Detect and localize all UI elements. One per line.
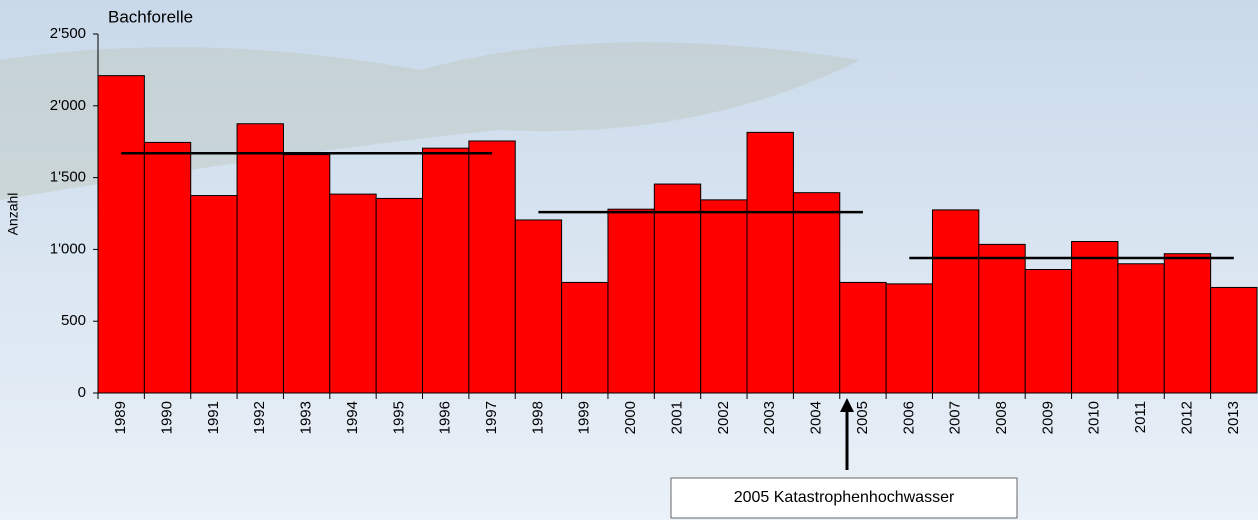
x-tick-label: 2009 (1039, 401, 1056, 434)
x-tick-label: 1998 (529, 401, 546, 434)
bar (1211, 287, 1257, 393)
y-tick-label: 2'000 (50, 97, 86, 114)
bar (515, 220, 561, 393)
x-tick-label: 1991 (205, 401, 222, 434)
x-tick-label: 1995 (390, 401, 407, 434)
x-tick-label: 1996 (437, 401, 454, 434)
bar (1025, 270, 1071, 393)
bar (283, 155, 329, 393)
x-tick-label: 2012 (1178, 401, 1195, 434)
bar (330, 194, 376, 393)
bar (1164, 254, 1210, 393)
x-tick-label: 1997 (483, 401, 500, 434)
bar (701, 200, 747, 393)
y-tick-label: 1'000 (50, 240, 86, 257)
x-tick-label: 1993 (298, 401, 315, 434)
x-tick-label: 2010 (1086, 401, 1103, 434)
x-tick-label: 1994 (344, 401, 361, 434)
x-tick-label: 2005 (854, 401, 871, 434)
y-tick-label: 500 (61, 312, 86, 329)
bar (654, 184, 700, 393)
bar (469, 141, 515, 393)
x-tick-label: 2001 (668, 401, 685, 434)
bar (979, 244, 1025, 393)
x-tick-label: 2006 (900, 401, 917, 434)
x-tick-label: 2013 (1225, 401, 1242, 434)
y-tick-label: 0 (78, 384, 86, 401)
x-tick-label: 1992 (251, 401, 268, 434)
bar (191, 196, 237, 393)
x-tick-label: 2003 (761, 401, 778, 434)
x-tick-label: 2007 (947, 401, 964, 434)
x-tick-label: 1999 (576, 401, 593, 434)
bar (376, 198, 422, 393)
bar (886, 284, 932, 393)
x-tick-label: 2008 (993, 401, 1010, 434)
bar (840, 282, 886, 393)
bar (608, 209, 654, 393)
y-axis-label: Anzahl (5, 193, 21, 236)
bar (747, 132, 793, 393)
y-tick-label: 2'500 (50, 25, 86, 42)
bar (423, 148, 469, 393)
x-tick-label: 2011 (1132, 401, 1149, 433)
bar (1118, 264, 1164, 393)
chart-title: Bachforelle (108, 7, 193, 26)
y-tick-label: 1'500 (50, 169, 86, 186)
chart: Bachforelle Anzahl 0 500 1'000 1'500 2'000 2'… (0, 0, 1258, 520)
bar (932, 210, 978, 393)
x-tick-label: 2000 (622, 401, 639, 434)
annotation: 2005 Katastrophenhochwasser (734, 489, 955, 506)
bar (793, 193, 839, 393)
bar (1072, 242, 1118, 393)
x-tick-label: 1989 (112, 401, 129, 434)
x-tick-label: 2002 (715, 401, 732, 434)
x-tick-label: 2004 (808, 401, 825, 434)
bar (562, 282, 608, 393)
x-tick-label: 1990 (159, 401, 176, 434)
bar (98, 76, 144, 393)
bar (237, 124, 283, 393)
bar (144, 142, 190, 393)
